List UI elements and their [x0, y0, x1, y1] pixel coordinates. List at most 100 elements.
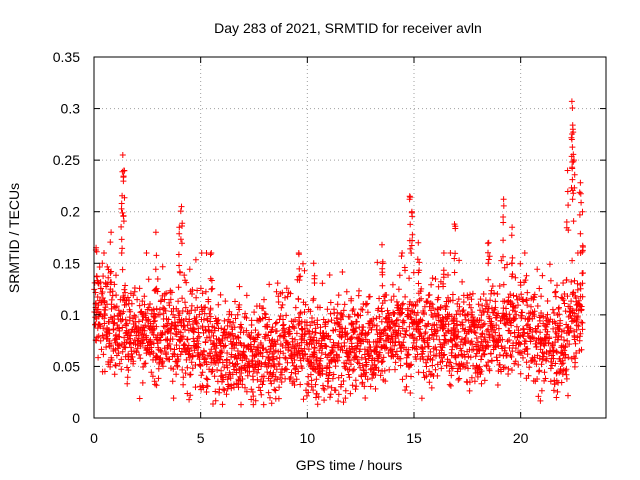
data-point	[494, 291, 501, 297]
data-point	[434, 372, 441, 379]
data-point	[414, 256, 421, 263]
data-point	[459, 278, 466, 285]
data-point	[563, 276, 570, 283]
data-point	[167, 345, 174, 352]
data-point	[420, 356, 427, 363]
data-point	[350, 306, 357, 313]
data-point	[107, 363, 114, 370]
data-point	[277, 313, 284, 319]
data-point	[296, 265, 303, 272]
data-point	[413, 337, 420, 343]
data-point	[179, 308, 186, 314]
data-point	[283, 366, 290, 373]
data-point	[399, 376, 406, 383]
data-point	[575, 297, 582, 304]
data-point	[243, 355, 250, 362]
data-point	[167, 330, 174, 336]
data-point	[500, 202, 507, 209]
data-point	[317, 304, 323, 311]
data-point	[520, 326, 527, 333]
data-point	[285, 344, 292, 351]
data-point	[187, 392, 194, 399]
data-point	[393, 298, 400, 305]
data-point	[203, 361, 210, 368]
data-point	[291, 325, 298, 332]
data-point	[375, 367, 382, 374]
data-point	[207, 350, 214, 357]
data-point	[143, 336, 150, 343]
data-point	[338, 381, 345, 388]
data-point	[461, 354, 468, 361]
data-point	[228, 311, 235, 318]
data-point	[579, 248, 586, 255]
data-point	[533, 361, 540, 368]
data-point	[544, 311, 551, 318]
data-point	[435, 311, 442, 318]
data-point	[194, 287, 201, 294]
data-point	[343, 288, 350, 295]
data-point	[107, 270, 114, 276]
data-point	[295, 251, 302, 258]
data-point	[340, 378, 347, 384]
data-point	[485, 256, 492, 263]
data-point	[136, 285, 143, 292]
data-point	[157, 354, 164, 361]
data-point	[364, 376, 371, 383]
data-point	[282, 294, 288, 301]
data-point	[211, 373, 218, 380]
data-point	[371, 361, 378, 368]
data-point	[287, 290, 294, 297]
data-point	[101, 368, 108, 375]
data-point	[579, 242, 586, 249]
data-point	[311, 366, 318, 373]
x-tick-label: 20	[513, 430, 529, 446]
data-point	[118, 356, 125, 363]
data-point	[235, 384, 242, 391]
data-point	[478, 356, 484, 363]
data-point	[161, 291, 168, 298]
chart-title: Day 283 of 2021, SRMTID for receiver avl…	[214, 20, 482, 36]
data-point	[229, 332, 236, 339]
data-point	[257, 387, 264, 394]
data-point	[258, 391, 265, 398]
data-point	[423, 299, 430, 306]
data-point	[276, 354, 283, 361]
data-point	[207, 313, 214, 320]
data-point	[356, 337, 363, 344]
data-point	[402, 387, 409, 394]
data-point	[561, 347, 568, 354]
data-point	[539, 272, 546, 279]
data-point	[323, 371, 330, 378]
data-point	[443, 362, 450, 369]
data-point	[568, 98, 575, 105]
data-point	[248, 329, 255, 336]
data-point	[125, 367, 132, 374]
data-point	[436, 336, 443, 343]
data-point	[273, 366, 280, 373]
data-point	[366, 352, 373, 359]
data-point	[363, 369, 370, 376]
data-point	[116, 360, 123, 367]
data-point	[194, 343, 200, 350]
data-point	[332, 363, 339, 370]
data-point	[493, 354, 500, 361]
data-point	[178, 203, 185, 210]
data-point	[579, 280, 586, 287]
data-point	[267, 394, 273, 401]
data-point	[467, 326, 474, 333]
data-point	[177, 236, 184, 243]
data-point	[491, 290, 498, 297]
data-point	[432, 276, 439, 282]
data-point	[540, 353, 547, 360]
data-point	[504, 261, 511, 268]
data-point	[335, 340, 342, 347]
data-point	[449, 346, 455, 353]
data-point	[145, 304, 152, 311]
data-point	[533, 328, 540, 335]
data-point	[115, 342, 122, 349]
data-point	[479, 330, 486, 337]
data-point	[550, 355, 557, 362]
data-point	[398, 348, 405, 355]
data-point	[254, 332, 261, 339]
data-point	[485, 359, 492, 366]
